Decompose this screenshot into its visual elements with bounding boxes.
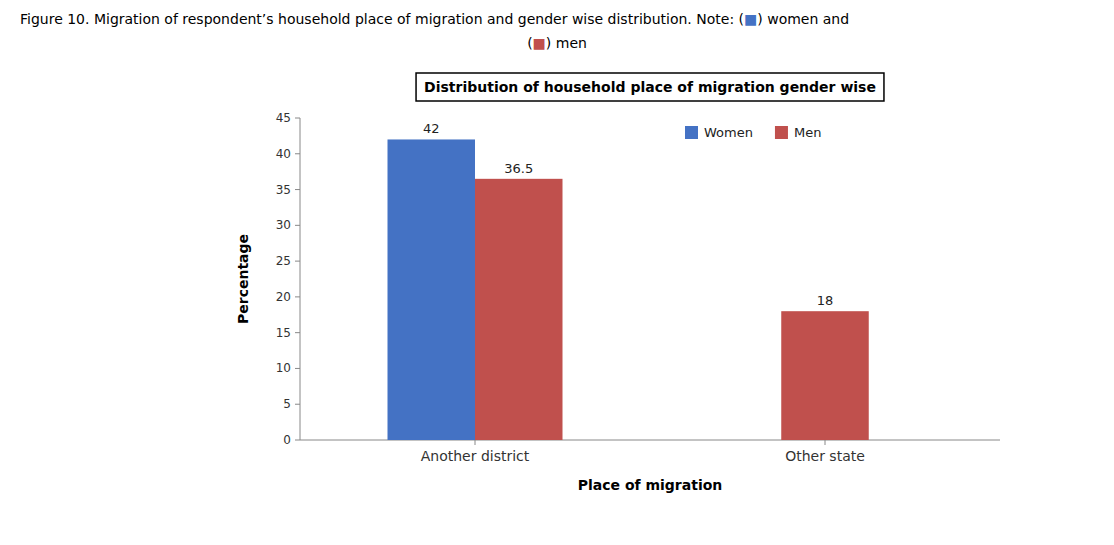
bar <box>388 139 476 440</box>
y-tick-label: 5 <box>283 397 291 411</box>
y-tick-label: 20 <box>276 290 291 304</box>
y-tick-label: 0 <box>283 433 291 447</box>
y-tick <box>295 404 300 405</box>
x-tick-label: Another district <box>421 448 530 464</box>
title-box <box>416 73 884 101</box>
legend-label: Women <box>704 125 753 140</box>
y-tick-label: 15 <box>276 326 291 340</box>
y-tick <box>295 153 300 154</box>
legend: Women Men <box>685 125 821 140</box>
y-tick <box>295 189 300 190</box>
caption-piece: ■ <box>744 11 757 27</box>
y-tick <box>295 225 300 226</box>
x-tick <box>475 440 476 445</box>
y-tick <box>295 332 300 333</box>
bar <box>781 311 869 440</box>
y-axis-label: Percentage <box>235 234 251 324</box>
caption-piece: ) men <box>546 35 587 51</box>
y-tick <box>295 440 300 441</box>
y-tick <box>295 118 300 119</box>
y-tick <box>295 296 300 297</box>
y-tick-label: 10 <box>276 361 291 375</box>
caption-line: (■) men <box>527 35 587 51</box>
data-label: 18 <box>817 293 834 308</box>
y-tick <box>295 368 300 369</box>
caption-line: Figure 10. Migration of respondent’s hou… <box>20 11 849 27</box>
x-tick-label: Other state <box>785 448 865 464</box>
data-label: 36.5 <box>504 161 533 176</box>
y-axis-line <box>300 118 301 440</box>
caption-piece: Figure 10. Migration of respondent’s hou… <box>20 11 744 27</box>
caption-piece: ) women and <box>757 11 849 27</box>
y-tick-label: 40 <box>276 147 291 161</box>
bar <box>475 179 563 440</box>
y-tick-label: 45 <box>276 111 291 125</box>
data-label: 42 <box>423 121 440 136</box>
y-tick-label: 35 <box>276 183 291 197</box>
y-tick-label: 30 <box>276 218 291 232</box>
x-axis-label: Place of migration <box>578 477 723 493</box>
y-tick <box>295 261 300 262</box>
caption-piece: ■ <box>533 35 546 51</box>
bars <box>388 139 869 440</box>
legend-swatch <box>775 126 788 139</box>
data-labels: 42 36.5 18 <box>423 121 833 308</box>
legend-swatch <box>685 126 698 139</box>
y-tick-label: 25 <box>276 254 291 268</box>
title: Distribution of household place of migra… <box>424 79 876 95</box>
chart: Figure 10. Migration of respondent’s hou… <box>0 0 1114 545</box>
legend-label: Men <box>794 125 821 140</box>
x-tick <box>825 440 826 445</box>
